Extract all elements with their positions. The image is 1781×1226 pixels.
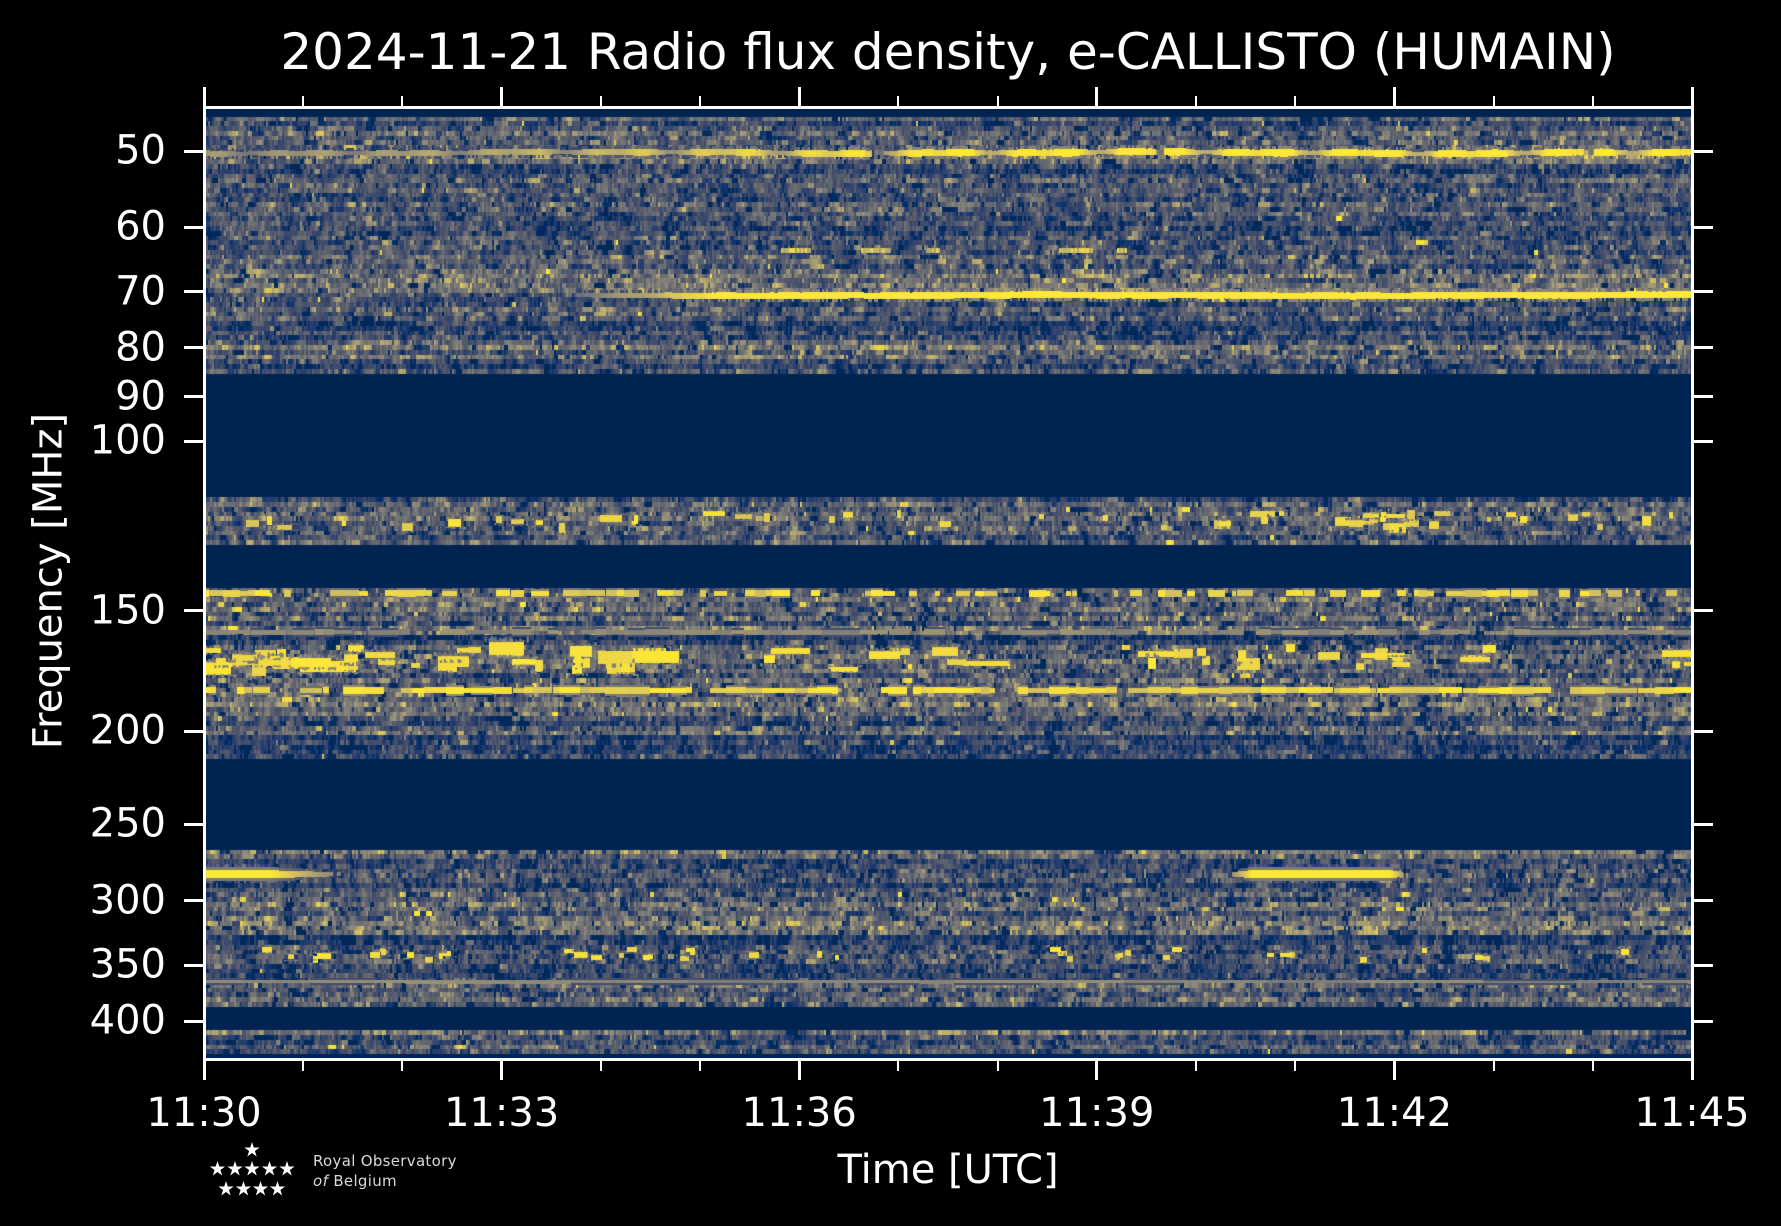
y-tick-label: 400 [89,997,166,1044]
x-minor-tick-bottom [996,1060,999,1071]
y-major-tick-right [1693,899,1713,903]
y-major-tick-left [183,439,203,443]
y-major-tick-left [183,899,203,903]
y-major-tick-left [183,149,203,153]
x-major-tick-bottom [1690,1060,1694,1080]
x-minor-tick-top [1294,95,1297,106]
y-major-tick-right [1693,290,1713,294]
y-tick-label: 200 [89,707,166,754]
y-tick-label: 60 [115,204,166,251]
y-tick-label: 70 [115,268,166,315]
y-major-tick-right [1693,609,1713,613]
y-major-tick-left [183,822,203,826]
x-minor-tick-top [401,95,404,106]
y-major-tick-right [1693,225,1713,229]
y-tick-label: 100 [89,417,166,464]
x-major-tick-top [1690,86,1694,106]
y-tick-label: 300 [89,877,166,924]
y-major-tick-right [1693,346,1713,350]
y-major-tick-left [183,290,203,294]
right-spine [1690,105,1694,1061]
x-major-tick-bottom [500,1060,504,1080]
y-tick-label: 80 [115,324,166,371]
star-icon [252,1181,269,1196]
x-minor-tick-top [302,95,305,106]
x-minor-tick-top [699,95,701,106]
y-major-tick-left [183,395,203,399]
y-major-tick-right [1693,963,1713,967]
y-tick-label: 50 [115,127,166,174]
star-icon [261,1161,278,1176]
x-minor-tick-bottom [699,1060,701,1071]
x-minor-tick-top [1492,95,1495,106]
star-icon [209,1161,226,1176]
y-major-tick-right [1693,729,1713,733]
star-icon [218,1181,234,1196]
spectrogram-heatmap [204,107,1692,1059]
x-tick-label: 11:39 [1039,1090,1155,1136]
x-tick-label: 11:45 [1634,1090,1750,1136]
y-major-tick-right [1693,395,1713,399]
star-icon [244,1142,260,1157]
star-icon [269,1181,286,1196]
y-major-tick-left [183,225,203,229]
star-icon [227,1161,243,1176]
y-major-tick-right [1693,1019,1713,1023]
x-major-tick-top [202,86,206,106]
x-major-tick-bottom [202,1060,206,1080]
bottom-spine [202,1057,1694,1061]
y-major-tick-right [1693,822,1713,826]
x-major-tick-top [1392,86,1396,106]
y-major-tick-left [183,729,203,733]
y-major-tick-left [183,609,203,613]
y-tick-label: 90 [115,373,166,420]
star-icon [244,1161,260,1176]
x-major-tick-bottom [1095,1060,1099,1080]
x-minor-tick-top [1591,95,1594,106]
logo-org-line2: Belgium [333,1172,397,1190]
y-tick-label: 150 [89,587,166,634]
x-minor-tick-bottom [1195,1060,1197,1071]
x-minor-tick-top [996,95,999,106]
rob-logo-text: Royal Observatory of Belgium [313,1151,457,1191]
x-major-tick-bottom [1392,1060,1396,1080]
y-tick-label: 250 [89,801,166,848]
star-icon [235,1181,252,1196]
chart-title: 2024-11-21 Radio flux density, e-CALLIST… [280,23,1616,81]
x-minor-tick-bottom [1492,1060,1495,1071]
x-minor-tick-bottom [401,1060,404,1071]
x-minor-tick-bottom [302,1060,305,1071]
y-axis-title: Frequency [MHz] [25,412,72,750]
x-tick-label: 11:30 [146,1090,262,1136]
left-spine [202,105,206,1061]
x-minor-tick-top [897,95,900,106]
star-icon [279,1161,295,1176]
x-major-tick-bottom [797,1060,801,1080]
x-major-tick-top [797,86,801,106]
logo-org-of: of [313,1172,329,1190]
y-major-tick-left [183,963,203,967]
x-minor-tick-bottom [1294,1060,1297,1071]
x-axis-title: Time [UTC] [837,1147,1059,1193]
x-tick-label: 11:33 [443,1090,560,1136]
x-tick-label: 11:36 [741,1090,857,1136]
y-tick-label: 350 [89,941,166,988]
y-major-tick-left [183,1019,203,1023]
x-major-tick-top [1095,86,1099,106]
y-major-tick-left [183,346,203,350]
x-tick-label: 11:42 [1336,1090,1453,1136]
x-axis-title-wrap: Time [UTC] [204,1147,1692,1194]
y-major-tick-right [1693,439,1713,443]
top-spine [202,105,1694,109]
x-minor-tick-bottom [599,1060,602,1071]
x-minor-tick-bottom [1591,1060,1594,1071]
x-major-tick-top [500,86,504,106]
logo-org-line1: Royal Observatory [313,1152,457,1170]
x-minor-tick-top [599,95,602,106]
x-minor-tick-bottom [897,1060,900,1071]
rob-logo-stars-icon [209,1142,295,1196]
x-minor-tick-top [1195,95,1197,106]
y-major-tick-right [1693,149,1713,153]
